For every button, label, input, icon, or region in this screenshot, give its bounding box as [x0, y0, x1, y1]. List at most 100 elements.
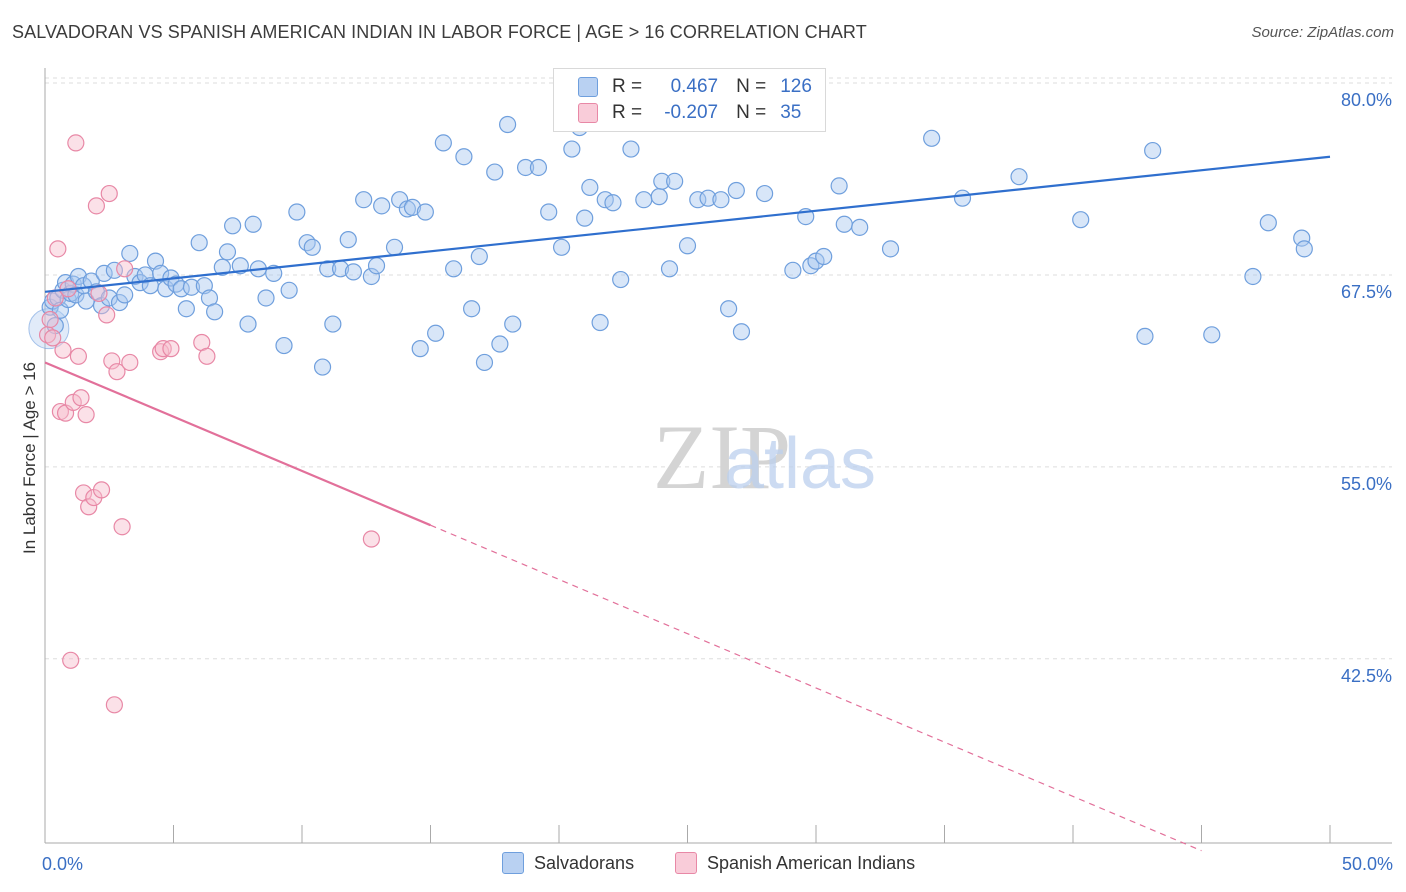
n-label: N = — [736, 102, 767, 123]
salvadorans-swatch — [578, 77, 598, 97]
salvadoran-point — [445, 260, 463, 278]
legend-item-sai: Spanish American Indians — [675, 852, 915, 874]
y-tick-label: 80.0% — [1341, 90, 1392, 110]
salvadoran-point — [303, 238, 321, 256]
salvadoran-point — [1259, 214, 1277, 232]
sai-point — [49, 240, 67, 258]
salvadoran-point — [362, 267, 380, 286]
r-value: -0.207 — [664, 102, 719, 123]
sai-point — [41, 310, 59, 329]
sai-point — [108, 363, 126, 381]
salvadoran-point — [486, 163, 504, 181]
y-tick-label: 42.5% — [1341, 666, 1392, 686]
axes — [44, 68, 1392, 844]
salvadoran-point — [385, 238, 404, 256]
salvadoran-point — [604, 194, 622, 212]
salvadoran-point — [491, 335, 509, 353]
salvadoran-point — [552, 238, 571, 256]
salvadoran-point — [275, 336, 293, 355]
salvadoran-point — [1136, 327, 1154, 345]
salvadoran-point — [288, 203, 306, 221]
salvadoran-point — [653, 172, 671, 190]
salvadoran-point — [257, 289, 275, 307]
sai-point — [44, 329, 62, 347]
legend-label-sai: Spanish American Indians — [707, 852, 916, 873]
r-label: R = — [612, 102, 643, 123]
salvadoran-point — [802, 257, 820, 275]
salvadoran-point — [660, 260, 679, 278]
salvadoran-point — [563, 140, 581, 158]
salvadoran-point — [206, 303, 224, 321]
salvadoran-point — [953, 189, 972, 207]
sai-point — [67, 134, 85, 152]
salvadoran-point — [1072, 211, 1090, 229]
salvadoran-point — [82, 272, 100, 290]
salvadoran-point — [678, 237, 697, 255]
salvadoran-point — [1203, 326, 1221, 344]
sai-trend-line-extension — [430, 524, 1202, 852]
sai-point — [152, 343, 170, 361]
salvadoran-point — [1244, 267, 1262, 286]
sai-point — [72, 389, 90, 407]
salvadoran-point — [732, 323, 751, 341]
sai-point — [121, 353, 139, 372]
salvadoran-point — [313, 358, 332, 376]
salvadoran-point — [244, 215, 262, 233]
salvadoran-point — [612, 270, 630, 289]
salvadoran-point — [881, 240, 900, 258]
salvadoran-point — [815, 247, 833, 266]
n-value: 35 — [780, 102, 802, 123]
legend-stats: R = 0.467 N = 126 R = -0.207 N = 35 — [553, 68, 826, 132]
salvadoran-point — [95, 264, 113, 283]
salvadoran-point — [218, 243, 237, 261]
salvadoran-point — [298, 234, 316, 252]
salvadoran-point — [1293, 229, 1311, 247]
salvadoran-point — [239, 315, 257, 333]
legend-label-salvadorans: Salvadorans — [534, 852, 635, 873]
sai-point — [100, 184, 118, 203]
salvadoran-point — [1010, 168, 1028, 186]
salvadoran-point — [344, 263, 362, 281]
sai-point — [62, 651, 80, 669]
sai-point — [77, 406, 95, 424]
r-label: R = — [612, 76, 643, 97]
salvadoran-point — [403, 198, 422, 216]
salvadoran-point — [516, 158, 535, 177]
salvadoran-point — [851, 218, 869, 236]
salvadoran-point — [182, 278, 201, 296]
salvadoran-point — [231, 257, 249, 275]
salvadoran-point — [835, 215, 853, 233]
sai-point — [87, 197, 106, 215]
sai-point — [98, 306, 116, 324]
salvadoran-point — [319, 260, 337, 278]
salvadoran-point — [280, 281, 298, 299]
salvadoran-point — [455, 148, 473, 166]
salvadoran-point — [1144, 141, 1162, 160]
salvadoran-point — [213, 258, 231, 276]
salvadoran-point — [581, 178, 599, 197]
salvadoran-point — [339, 231, 357, 249]
salvadoran-point — [591, 313, 609, 332]
chart-source: Source: ZipAtlas.com — [1251, 24, 1394, 41]
chart-title: SALVADORAN VS SPANISH AMERICAN INDIAN IN… — [12, 22, 867, 42]
salvadoran-point — [367, 257, 386, 275]
legend-series: Salvadorans Spanish American Indians — [0, 852, 1406, 878]
salvadoran-point — [499, 115, 517, 134]
data-points — [28, 115, 1313, 714]
salvadoran-point — [727, 181, 745, 200]
salvadoran-point — [784, 261, 802, 279]
sai-point — [198, 347, 216, 365]
salvadoran-point — [712, 191, 730, 209]
sai-point — [92, 481, 111, 499]
y-axis-label: In Labor Force | Age > 16 — [20, 362, 39, 554]
sai-point — [113, 518, 131, 536]
legend-row-sai: R = -0.207 N = 35 — [578, 101, 801, 125]
salvadoran-point — [475, 353, 494, 372]
trend-lines — [44, 155, 1331, 852]
salvadoran-point — [355, 191, 373, 209]
salvadoran-point — [755, 184, 774, 203]
salvadoran-point — [152, 264, 170, 283]
watermark-zip: ZIP — [653, 406, 791, 508]
salvadoran-point — [540, 203, 558, 221]
